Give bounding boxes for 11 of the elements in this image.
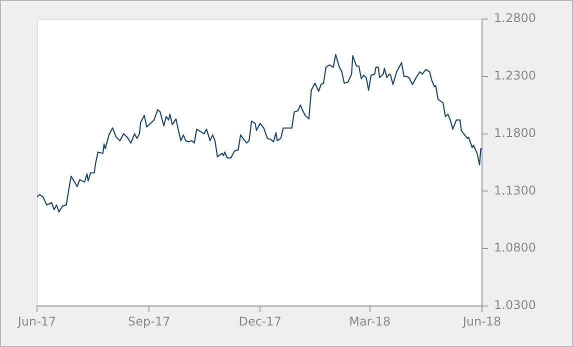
y-tick-label: 1.0300: [494, 298, 536, 312]
y-tick-label: 1.1800: [494, 126, 536, 140]
y-tick-label: 1.2800: [494, 11, 536, 26]
y-tick-label: 1.0800: [494, 240, 536, 255]
x-tick-label: Sep-17: [128, 314, 170, 328]
x-tick-label: Jun-18: [462, 314, 502, 328]
x-tick-label: Mar-18: [349, 314, 391, 328]
y-tick-label: 1.2300: [494, 68, 536, 83]
x-tick-label: Jun-17: [16, 314, 56, 328]
x-tick-label: Dec-17: [238, 314, 282, 328]
y-tick-label: 1.1300: [494, 183, 536, 198]
